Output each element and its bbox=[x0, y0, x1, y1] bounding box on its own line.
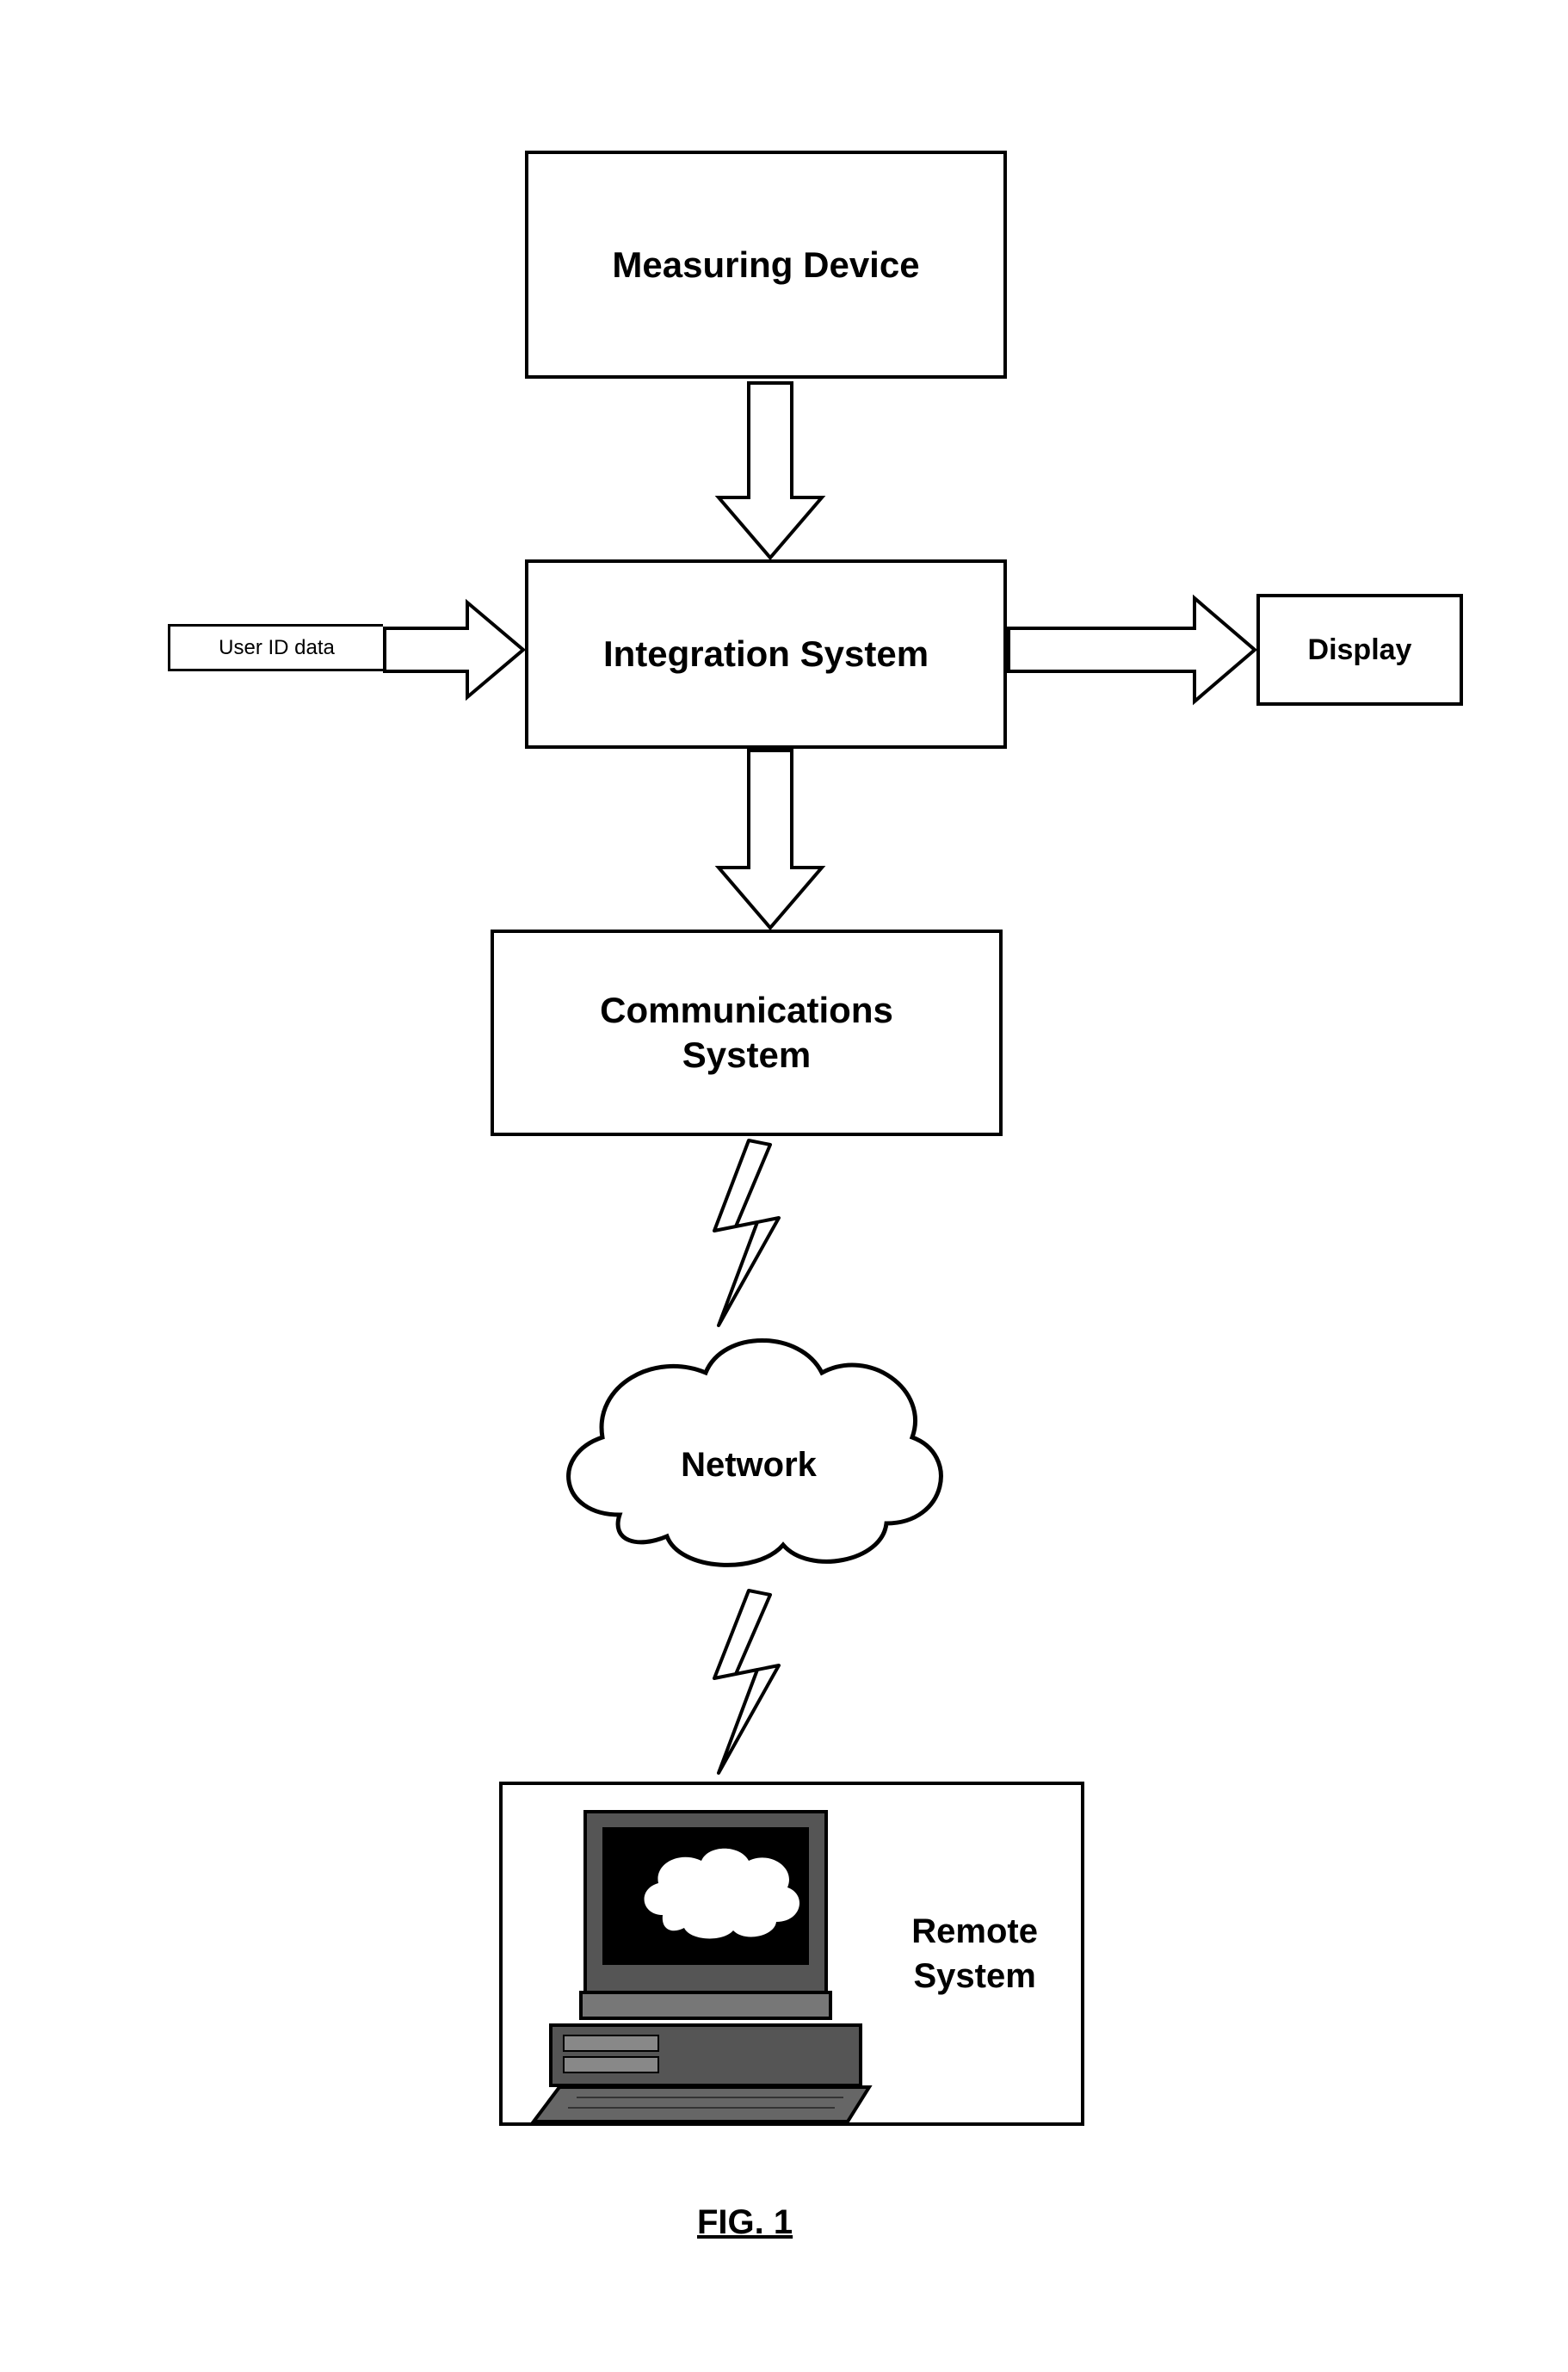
communications-system-box: Communications System bbox=[491, 930, 1003, 1136]
arrow-integration-to-display bbox=[1009, 598, 1255, 701]
arrow-measuring-to-integration bbox=[719, 383, 822, 558]
lightning-network-to-remote bbox=[714, 1591, 779, 1773]
userid-input-box: User ID data bbox=[168, 624, 383, 671]
remote-system-box: Remote System bbox=[499, 1782, 1084, 2126]
measuring-device-label: Measuring Device bbox=[612, 244, 919, 286]
lightning-comms-to-network bbox=[714, 1140, 779, 1325]
comms-label-1: Communications bbox=[600, 988, 893, 1034]
display-label: Display bbox=[1308, 633, 1412, 667]
network-cloud: Network bbox=[569, 1341, 941, 1566]
measuring-device-box: Measuring Device bbox=[525, 151, 1007, 379]
remote-label-2: System bbox=[911, 1954, 1038, 1998]
display-box: Display bbox=[1256, 594, 1463, 706]
integration-system-label: Integration System bbox=[603, 633, 929, 675]
userid-label: User ID data bbox=[219, 636, 335, 660]
integration-system-box: Integration System bbox=[525, 559, 1007, 749]
arrow-integration-to-comms bbox=[719, 751, 822, 928]
figure-caption-text: FIG. 1 bbox=[697, 2203, 793, 2241]
arrow-userid-to-integration bbox=[385, 602, 523, 697]
network-label: Network bbox=[681, 1446, 818, 1484]
remote-label-1: Remote bbox=[911, 1909, 1038, 1954]
comms-label-2: System bbox=[682, 1033, 811, 1078]
figure-caption: FIG. 1 bbox=[697, 2203, 793, 2242]
